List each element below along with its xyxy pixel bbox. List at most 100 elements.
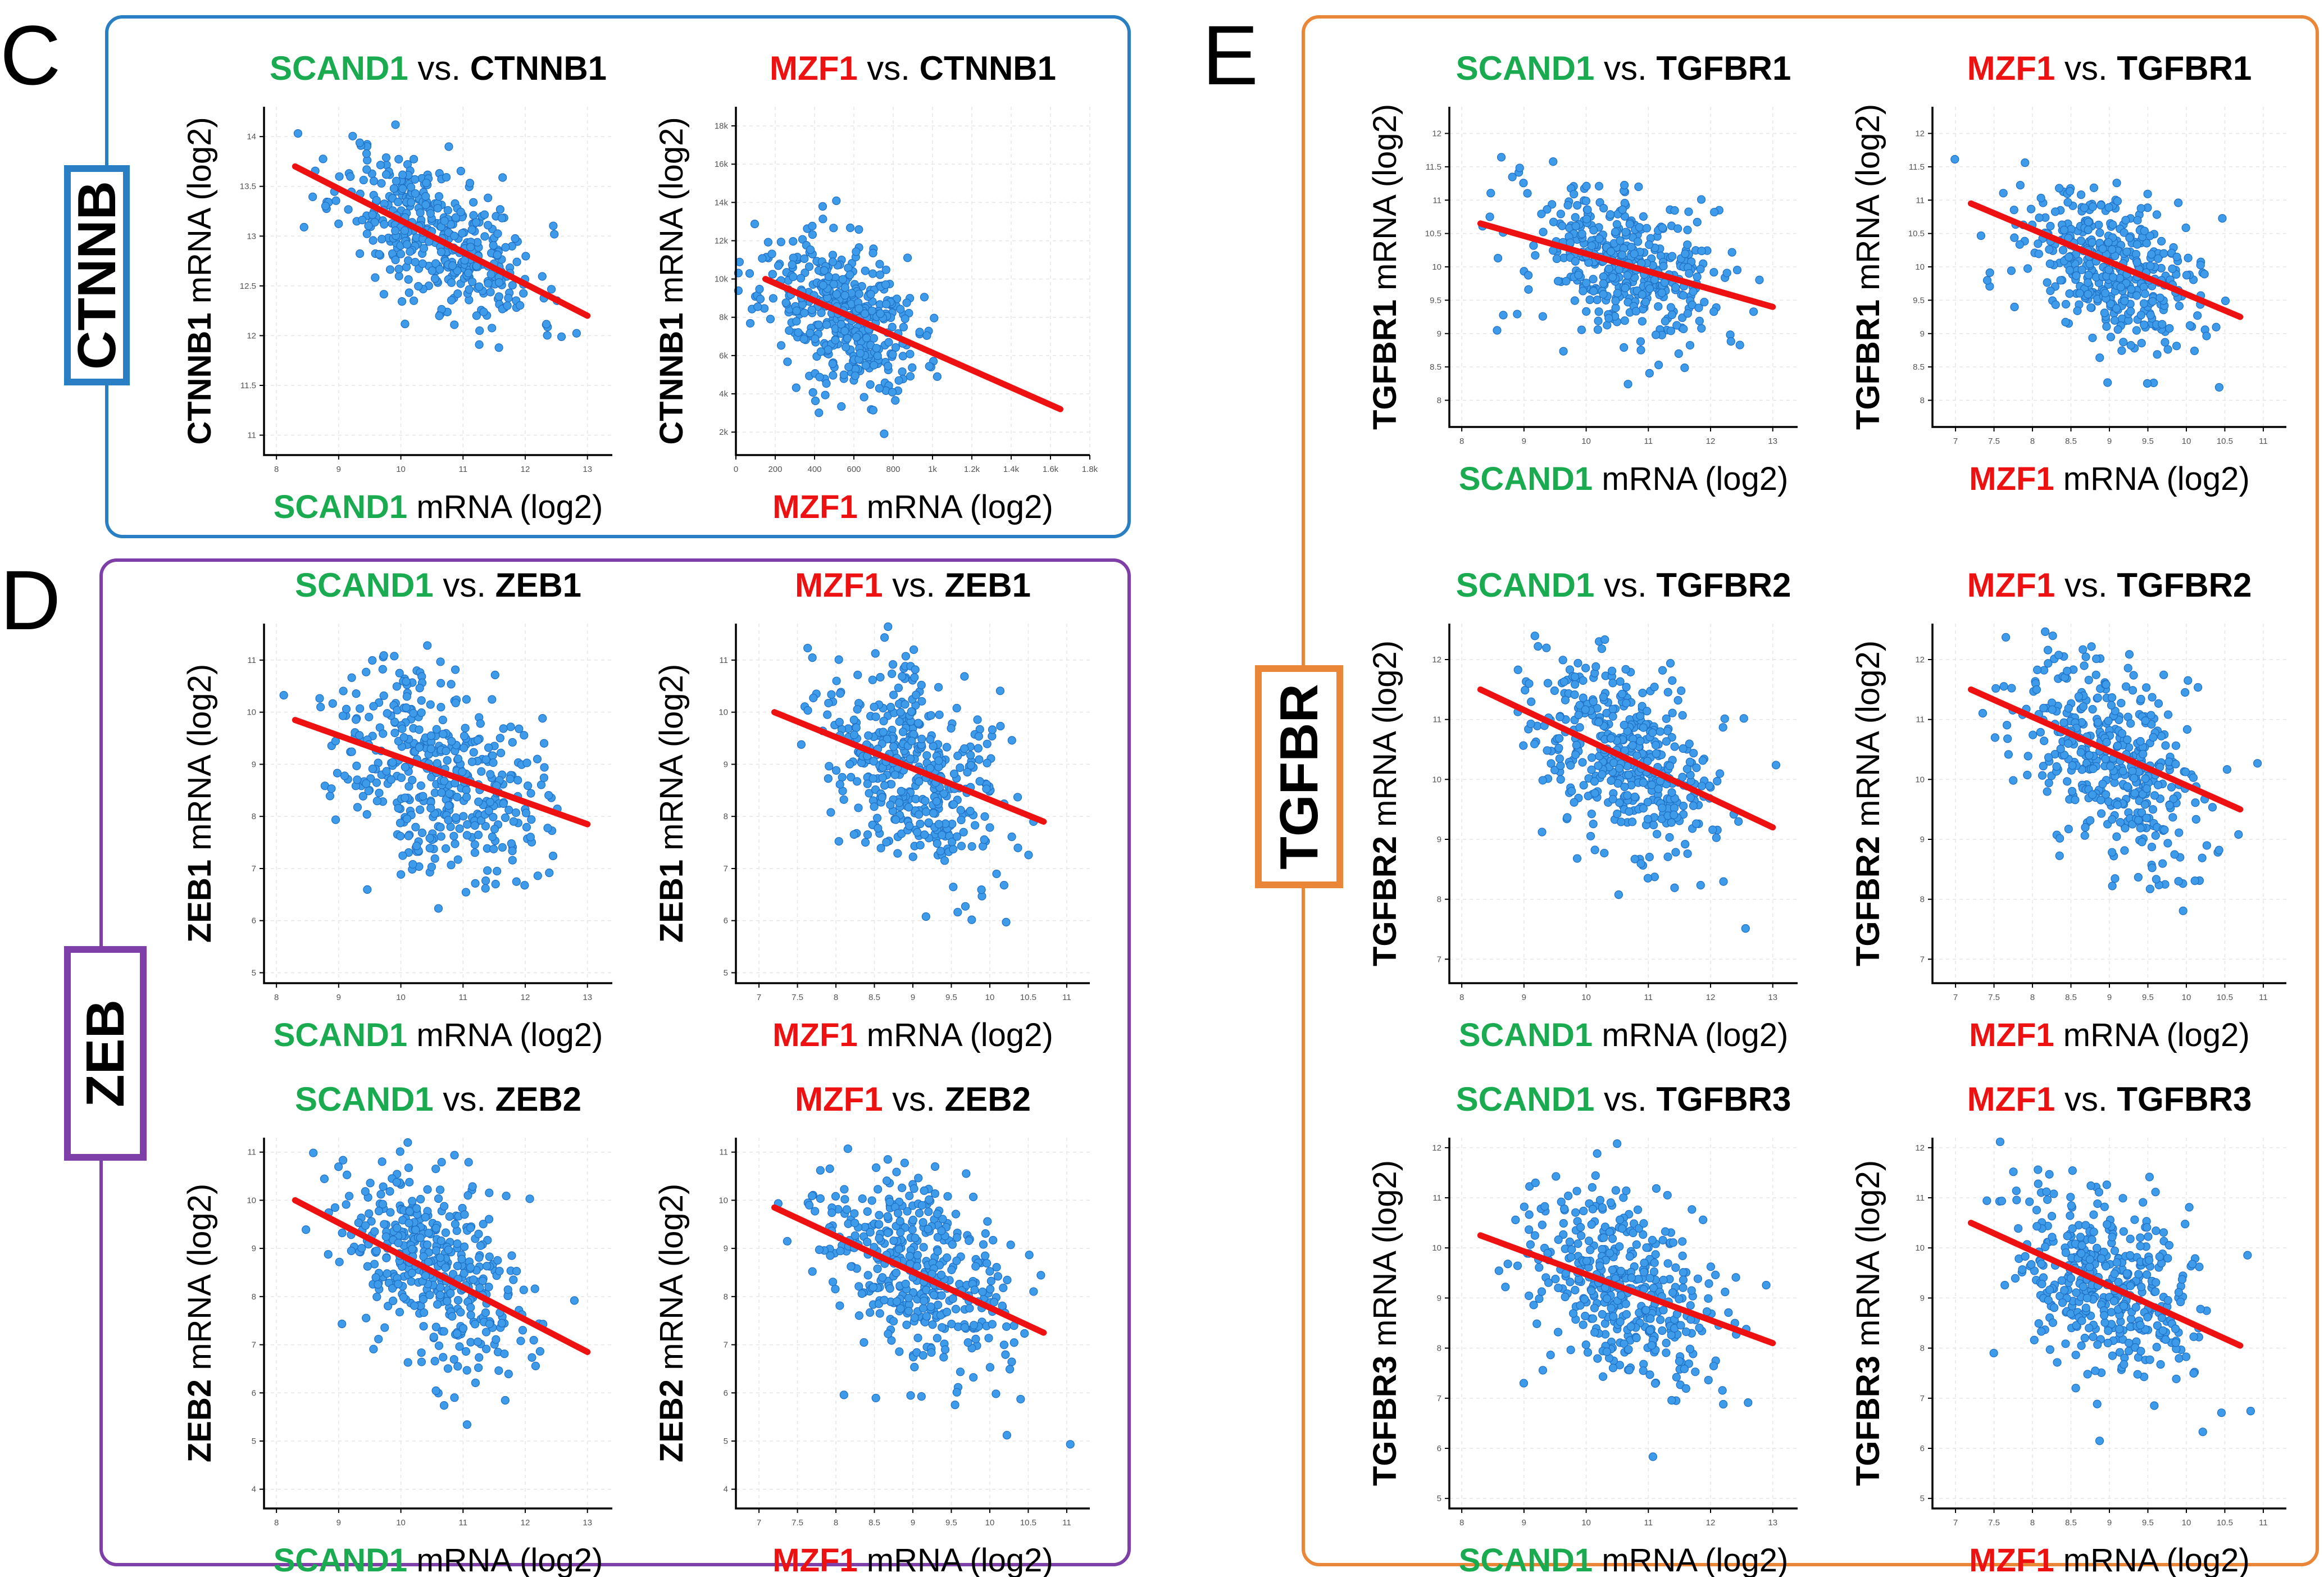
data-point [331,815,340,824]
data-point [1537,210,1546,219]
data-point [804,262,814,271]
x-axis-gene: SCAND1 [1459,1017,1593,1053]
data-point [509,817,518,826]
data-point [486,270,495,279]
data-point [1006,1240,1015,1249]
data-point [831,766,841,775]
data-point [2002,633,2011,642]
x-tick-label: 11 [1644,993,1653,1002]
data-point [408,775,417,785]
data-point [417,1348,426,1357]
data-point [2010,302,2019,311]
data-point [1762,1280,1771,1290]
data-point [381,1232,390,1241]
data-point [904,1293,913,1302]
regression-line [762,276,1063,412]
data-point [2087,642,2096,651]
data-point [362,229,371,238]
data-point [902,298,911,307]
data-point [448,1312,457,1321]
data-point [937,1270,946,1279]
x-tick-label: 13 [1768,437,1777,446]
data-point [2045,259,2054,269]
data-point [876,270,885,279]
data-point [978,1287,987,1296]
title-gene-y: CTNNB1 [920,49,1056,87]
x-tick-label: 9 [2107,437,2112,446]
data-point [501,813,510,822]
data-point [1620,720,1629,730]
axis-lines [1448,107,1798,428]
data-point [871,1393,880,1403]
data-point [397,297,407,306]
data-point [427,862,436,871]
title-gene-y: TGFBR2 [2117,566,2252,604]
data-point [1611,228,1620,237]
data-point [842,1205,852,1214]
data-point [884,361,893,371]
data-point [1613,289,1622,298]
data-point [453,1239,462,1248]
data-point [1694,303,1703,312]
data-point [2112,832,2121,841]
data-point [949,844,958,854]
data-point [474,797,483,806]
data-point [411,1225,420,1234]
data-point [906,372,915,381]
data-point [986,1285,995,1294]
data-point [1549,157,1558,166]
data-point [1538,312,1547,321]
data-point [816,1166,825,1175]
data-point [1581,705,1590,714]
data-point [441,1263,450,1272]
data-point [774,261,783,270]
data-point [430,274,440,283]
data-point [435,1290,445,1299]
data-point [871,649,880,658]
data-point [479,307,488,316]
data-point [853,777,862,786]
data-point [379,729,388,738]
data-point [1636,859,1645,868]
data-point [1020,1329,1029,1338]
data-point [1719,877,1728,886]
data-point [484,193,493,202]
data-point [1582,279,1591,288]
data-point [446,1289,455,1298]
data-point [868,406,878,415]
data-point [998,1301,1007,1310]
data-point [1572,1187,1581,1196]
data-point [451,813,461,822]
data-point [1643,707,1652,716]
data-point [1511,1215,1520,1224]
data-point [2153,350,2162,359]
data-point [346,172,355,181]
data-point [447,861,456,870]
data-point [1656,1315,1665,1324]
data-point [948,1294,957,1303]
data-point [371,273,380,282]
data-point [1673,696,1682,705]
data-point [2113,325,2122,334]
data-point [1663,688,1672,697]
data-point [2222,765,2232,774]
title-vs: vs. [408,49,470,87]
data-point [1571,221,1580,230]
data-point [394,265,403,274]
x-axis-gene: MZF1 [772,1542,857,1577]
data-point [422,178,431,188]
data-point [453,266,462,275]
data-point [1720,714,1729,723]
data-point [2096,201,2105,210]
data-point [1567,1252,1576,1262]
data-point [1643,815,1653,824]
data-point [818,215,827,224]
data-point [404,831,413,840]
data-point [876,672,885,682]
data-point [369,702,378,711]
data-point [2064,739,2073,748]
y-tick-label: 10 [718,708,728,717]
data-point [458,767,467,776]
data-point [1732,265,1742,275]
x-axis-unit: mRNA (log2) [858,1017,1053,1053]
